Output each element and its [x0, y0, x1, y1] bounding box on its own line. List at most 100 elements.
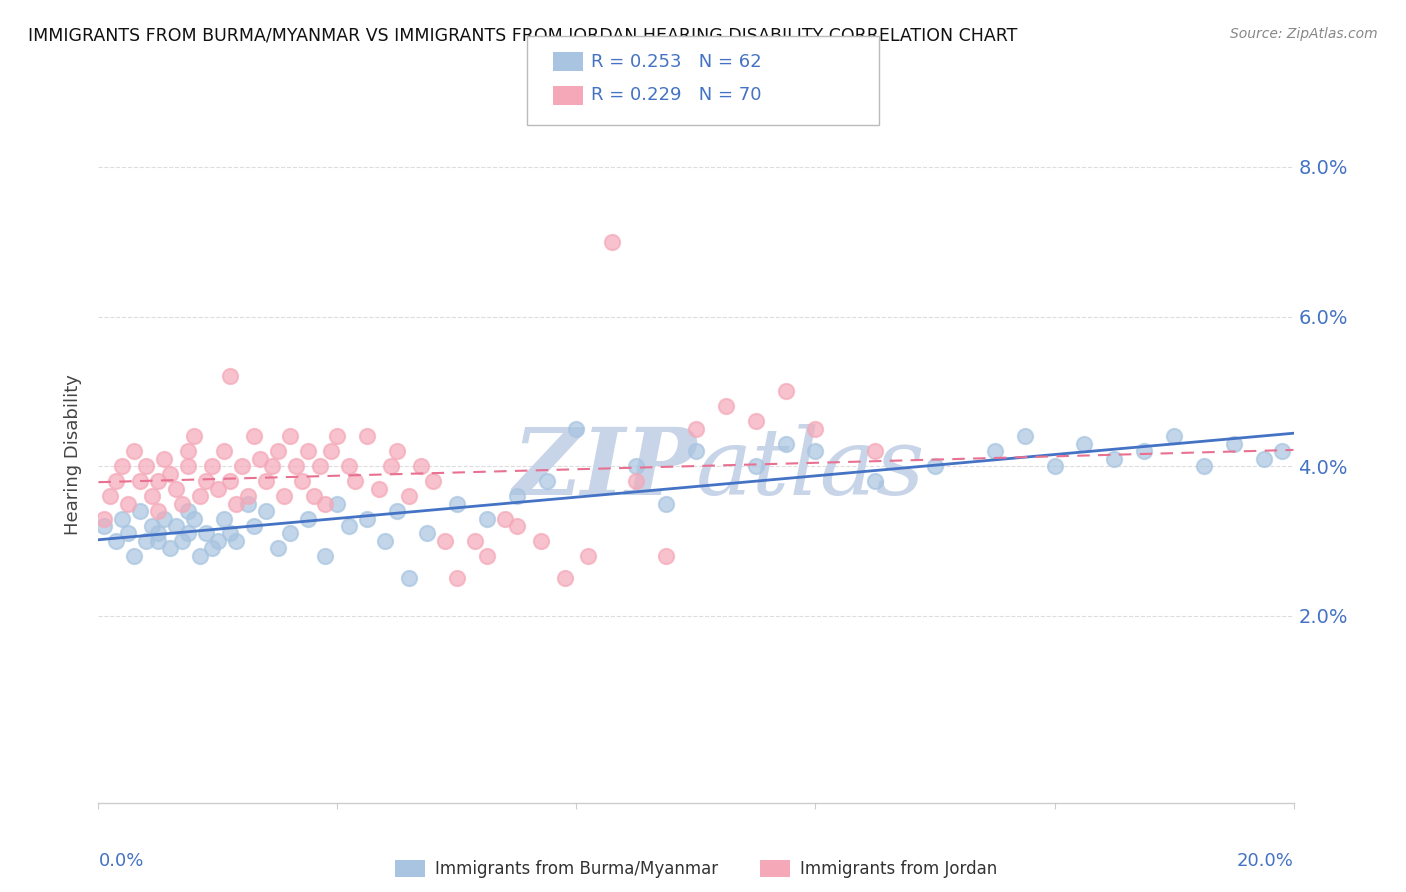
Point [1073, 436, 1095, 450]
Point [356, 511, 378, 525]
Point [225, 497, 247, 511]
Point [398, 571, 420, 585]
Point [124, 549, 146, 563]
Point [135, 459, 157, 474]
Point [243, 429, 266, 443]
Point [554, 571, 576, 585]
Point [207, 482, 229, 496]
Point [297, 511, 319, 525]
Point [1104, 451, 1126, 466]
Point [188, 489, 211, 503]
Point [105, 533, 128, 548]
Text: Source: ZipAtlas.com: Source: ZipAtlas.com [1230, 27, 1378, 41]
Point [212, 444, 235, 458]
Point [446, 571, 468, 585]
Text: R = 0.229   N = 70: R = 0.229 N = 70 [591, 87, 761, 104]
Point [183, 429, 205, 443]
Point [506, 519, 529, 533]
Point [475, 511, 498, 525]
Point [129, 474, 152, 488]
Point [775, 384, 797, 399]
Point [685, 444, 707, 458]
Point [177, 526, 200, 541]
Point [714, 399, 737, 413]
Point [321, 444, 343, 458]
Point [1043, 459, 1066, 474]
Point [195, 474, 218, 488]
Point [148, 533, 170, 548]
Point [1271, 444, 1294, 458]
Point [626, 474, 648, 488]
Point [153, 451, 176, 466]
Point [315, 549, 337, 563]
Point [111, 511, 134, 525]
Point [924, 459, 946, 474]
Point [506, 489, 529, 503]
Point [141, 519, 163, 533]
Point [100, 489, 122, 503]
Point [124, 444, 146, 458]
Point [1223, 436, 1246, 450]
Point [93, 519, 115, 533]
Text: R = 0.253   N = 62: R = 0.253 N = 62 [591, 53, 761, 70]
Point [254, 504, 277, 518]
Text: atlas: atlas [696, 424, 925, 514]
Point [356, 429, 378, 443]
Point [1163, 429, 1185, 443]
Point [655, 549, 678, 563]
Point [236, 497, 259, 511]
Point [339, 459, 360, 474]
Point [297, 444, 319, 458]
Point [249, 451, 271, 466]
Point [1253, 451, 1275, 466]
Point [165, 482, 187, 496]
Point [291, 474, 314, 488]
Point [267, 444, 290, 458]
Point [135, 533, 157, 548]
Point [148, 526, 170, 541]
Point [411, 459, 433, 474]
Point [655, 497, 678, 511]
Point [865, 474, 887, 488]
Point [129, 504, 152, 518]
Point [159, 467, 181, 481]
Point [177, 504, 200, 518]
Point [153, 511, 176, 525]
Point [278, 429, 301, 443]
Point [775, 436, 797, 450]
Point [529, 533, 551, 548]
Point [804, 444, 827, 458]
Point [602, 235, 624, 249]
Point [865, 444, 887, 458]
Point [225, 533, 247, 548]
Point [416, 526, 439, 541]
Point [201, 541, 224, 556]
Point [308, 459, 330, 474]
Point [117, 497, 139, 511]
Text: ZIP: ZIP [512, 424, 696, 514]
Point [93, 511, 115, 525]
Point [219, 369, 242, 384]
Text: IMMIGRANTS FROM BURMA/MYANMAR VS IMMIGRANTS FROM JORDAN HEARING DISABILITY CORRE: IMMIGRANTS FROM BURMA/MYANMAR VS IMMIGRA… [28, 27, 1018, 45]
Point [536, 474, 558, 488]
Point [326, 497, 349, 511]
Point [685, 422, 707, 436]
Point [745, 414, 768, 428]
Text: 0.0%: 0.0% [98, 852, 143, 870]
Text: 20.0%: 20.0% [1237, 852, 1294, 870]
Point [1133, 444, 1156, 458]
Point [446, 497, 468, 511]
Point [804, 422, 827, 436]
Point [578, 549, 600, 563]
Point [105, 474, 128, 488]
Point [745, 459, 768, 474]
Point [188, 549, 211, 563]
Point [434, 533, 457, 548]
Point [172, 533, 194, 548]
Point [284, 459, 307, 474]
Point [219, 526, 242, 541]
Point [111, 459, 134, 474]
Point [201, 459, 224, 474]
Point [1014, 429, 1036, 443]
Point [117, 526, 139, 541]
